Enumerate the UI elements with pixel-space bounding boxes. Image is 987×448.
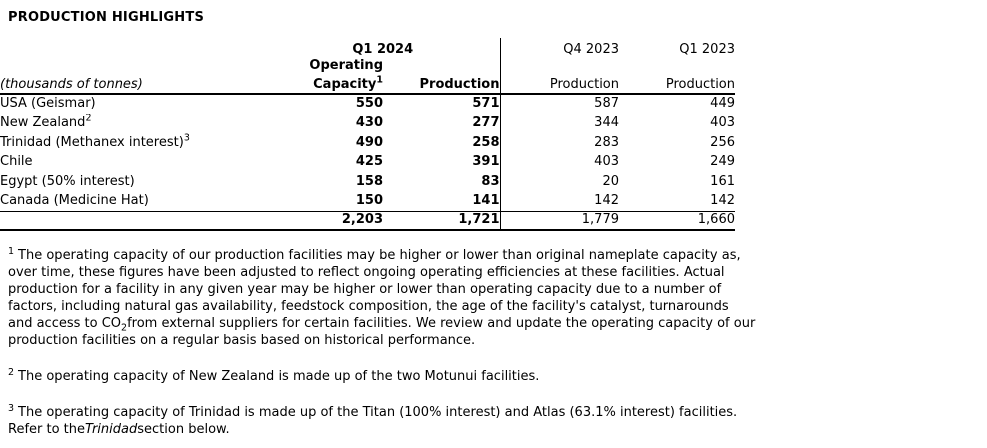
total-production-q4-2023: 1,779 <box>499 210 619 231</box>
facility-label: Chile <box>0 154 33 170</box>
header-row-operating: Operating <box>0 58 735 74</box>
table-row-new-zealand: New Zealand2 430 277 344 403 <box>0 113 735 133</box>
total-production-q1-2024: 1,721 <box>383 210 500 231</box>
facility-label: USA (Geismar) <box>0 96 96 112</box>
production-q1-2024-value: 258 <box>472 134 500 150</box>
operating-capacity-value: 158 <box>355 173 383 189</box>
capacity-label: Capacity <box>313 77 377 92</box>
footnote-1-marker: 1 <box>8 245 15 257</box>
footnote-3: 3 The operating capacity of Trinidad is m… <box>8 402 756 438</box>
operating-capacity-value: 150 <box>355 193 383 208</box>
footnote-1-text: The operating capacity of our production… <box>8 248 741 331</box>
footnote-3-text: The operating capacity of Trinidad is ma… <box>8 405 738 437</box>
production-q1-2024-value: 571 <box>472 96 500 112</box>
production-q1-2023-value: 161 <box>710 173 735 189</box>
production-q1-2023-value: 142 <box>710 193 735 208</box>
table-row-usa: USA (Geismar) 550 571 587 449 <box>0 94 735 114</box>
production-q4-2023-value: 344 <box>499 113 619 133</box>
production-q4-2023-value: 283 <box>499 133 619 153</box>
production-q1-2024-value: 83 <box>481 173 500 189</box>
facility-label: Trinidad (Methanex interest) <box>0 134 184 150</box>
footnote-3-marker: 3 <box>8 402 15 414</box>
production-q1-2024-value: 141 <box>472 193 500 208</box>
production-q4-2023-value: 20 <box>499 172 619 192</box>
footnote-1-text-continued: from external suppliers for certain faci… <box>8 316 756 348</box>
co2-subscript: 2 <box>121 322 128 334</box>
footnote-2: 2 The operating capacity of New Zealand i… <box>8 366 756 385</box>
footnote-ref: 2 <box>85 113 92 124</box>
table-row-canada: Canada (Medicine Hat) 150 141 142 142 <box>0 191 735 211</box>
column-header-production-q4-2023: Production <box>499 74 619 95</box>
facility-label: New Zealand <box>0 115 86 131</box>
column-group-q1-2024: Q1 2024 <box>352 42 414 57</box>
unit-label: (thousands of tonnes) <box>0 74 266 95</box>
production-highlights-table: Q1 2024 Q4 2023 Q1 2023 Operating (thous… <box>0 38 735 231</box>
footnote-2-marker: 2 <box>8 366 15 378</box>
operating-capacity-value: 490 <box>355 134 383 150</box>
header-row-columns: (thousands of tonnes) Capacity1 Producti… <box>0 74 735 95</box>
production-q4-2023-value: 587 <box>499 94 619 114</box>
table-row-chile: Chile 425 391 403 249 <box>0 152 735 172</box>
column-header-production-q1-2024: Production <box>383 74 500 95</box>
header-row-periods: Q1 2024 Q4 2023 Q1 2023 <box>0 38 735 58</box>
production-q1-2023-value: 449 <box>710 96 735 112</box>
facility-label: Canada (Medicine Hat) <box>0 193 149 208</box>
facility-label: Egypt (50% interest) <box>0 173 135 189</box>
production-q1-2023-value: 256 <box>710 134 735 150</box>
table-row-total: 2,203 1,721 1,779 1,660 <box>0 210 735 231</box>
table-row-trinidad: Trinidad (Methanex interest)3 490 258 28… <box>0 133 735 153</box>
production-q1-2023-value: 403 <box>710 115 735 131</box>
footnote-3-text-continued: section below. <box>137 422 230 437</box>
operating-capacity-value: 550 <box>355 96 383 112</box>
footnotes-section: 1 The operating capacity of our productio… <box>8 245 756 438</box>
page-title: PRODUCTION HIGHLIGHTS <box>8 10 205 25</box>
total-production-q1-2023: 1,660 <box>619 210 735 231</box>
footnote-1: 1 The operating capacity of our productio… <box>8 245 756 349</box>
column-header-capacity: Capacity1 <box>266 74 383 95</box>
column-header-production-q1-2023: Production <box>619 74 735 95</box>
total-operating-capacity: 2,203 <box>266 210 383 231</box>
column-header-operating: Operating <box>309 58 383 73</box>
production-q1-2024-value: 391 <box>472 154 500 170</box>
operating-capacity-value: 425 <box>355 154 383 170</box>
footnote-2-text: The operating capacity of New Zealand is… <box>18 369 540 384</box>
table-row-egypt: Egypt (50% interest) 158 83 20 161 <box>0 172 735 192</box>
production-q4-2023-value: 403 <box>499 152 619 172</box>
production-q1-2024-value: 277 <box>472 115 500 131</box>
operating-capacity-value: 430 <box>355 115 383 131</box>
column-group-q1-2023: Q1 2023 <box>679 42 735 57</box>
column-group-q4-2023: Q4 2023 <box>499 38 619 58</box>
production-q4-2023-value: 142 <box>499 191 619 211</box>
footnote-ref-1: 1 <box>376 74 383 86</box>
footnote-3-italic-term: Trinidad <box>85 422 138 437</box>
footnote-ref: 3 <box>183 133 190 144</box>
production-q1-2023-value: 249 <box>710 154 735 170</box>
